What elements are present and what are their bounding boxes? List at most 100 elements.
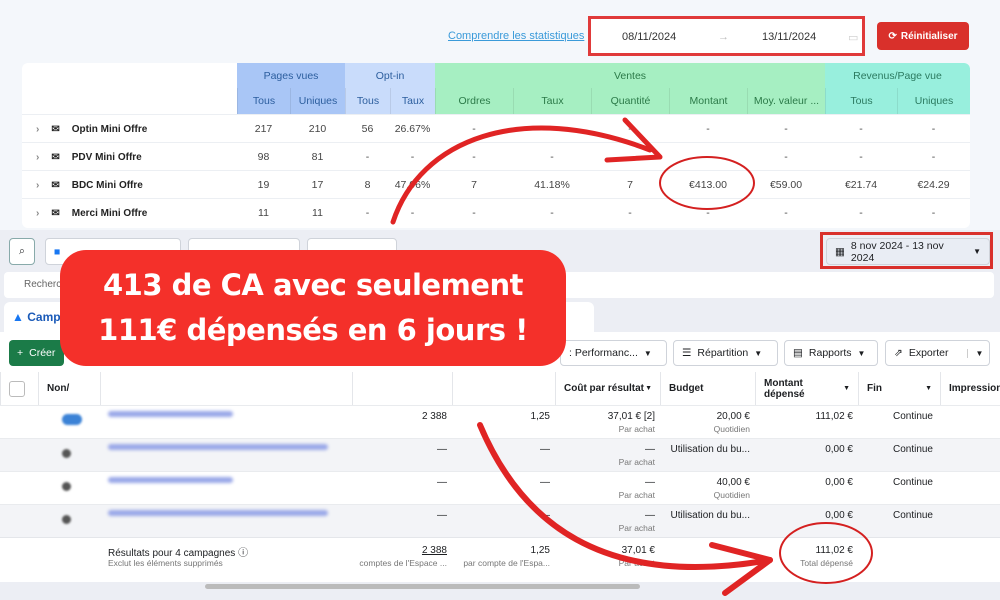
- c2: 1,25: [530, 411, 550, 422]
- cell: -: [628, 123, 632, 135]
- col-cost[interactable]: Coût par résultat ▼: [555, 372, 660, 405]
- col-results[interactable]: [352, 372, 452, 405]
- col-onoff[interactable]: Non/: [38, 372, 100, 405]
- end: Continue: [892, 444, 933, 455]
- funnel-row[interactable]: › ✉ PDV Mini Offre 98 81 - - - - - - - - -: [22, 142, 970, 170]
- create-button[interactable]: + Créer: [9, 340, 64, 366]
- campaign-name-blurred[interactable]: [108, 510, 328, 516]
- col-impressions[interactable]: Impression: [940, 372, 1000, 405]
- toggle[interactable]: [62, 515, 71, 524]
- cell: 210: [308, 123, 327, 135]
- total-c2-sub: par compte de l'Espa...: [463, 558, 550, 568]
- subheader[interactable]: Taux: [513, 88, 591, 114]
- results: —: [437, 444, 447, 455]
- cell: -: [784, 207, 788, 219]
- spent: 0,00 €: [825, 510, 853, 521]
- col-2[interactable]: [452, 372, 555, 405]
- cost: 37,01 € [2]: [607, 411, 655, 422]
- performance-dropdown[interactable]: : Performanc... ▼: [560, 340, 667, 366]
- cell: 19: [257, 179, 270, 191]
- c2: —: [540, 510, 550, 521]
- row-name: BDC Mini Offre: [71, 179, 143, 191]
- campaign-name-blurred[interactable]: [108, 444, 328, 450]
- chevron-right-icon[interactable]: ›: [36, 151, 40, 163]
- cost-sub: Par achat: [618, 523, 655, 533]
- budget: 20,00 €: [716, 411, 750, 422]
- reports-dropdown[interactable]: ▤ Rapports ▼: [784, 340, 878, 366]
- subheader[interactable]: Tous: [345, 88, 390, 114]
- chevron-right-icon[interactable]: ›: [36, 179, 40, 191]
- campaign-row[interactable]: — — — Par achat Utilisation du bu... 0,00…: [0, 438, 1000, 471]
- breakdown-dropdown[interactable]: ☰ Répartition ▼: [673, 340, 778, 366]
- toggle[interactable]: [62, 449, 71, 458]
- cost: —: [645, 510, 655, 521]
- chevron-right-icon[interactable]: ›: [36, 123, 40, 135]
- subheader[interactable]: Uniques: [290, 88, 345, 114]
- cost-sub: Par achat: [618, 424, 655, 434]
- reset-button[interactable]: ⟳ Réinitialiser: [877, 22, 969, 50]
- email-icon: ✉: [51, 123, 60, 135]
- select-all-checkbox[interactable]: [0, 372, 38, 405]
- col-budget[interactable]: Budget: [660, 372, 755, 405]
- cell: -: [628, 207, 632, 219]
- group-revenus: Revenus/Page vue: [825, 63, 970, 88]
- refresh-icon: ⟳: [888, 30, 897, 42]
- end-header: Fin: [867, 383, 882, 394]
- total-spent: 111,02 €: [815, 545, 853, 556]
- group-opt-in: Opt-in: [345, 63, 435, 88]
- total-cost: 37,01 €: [621, 545, 655, 556]
- subheader[interactable]: Tous: [237, 88, 290, 114]
- campaign-row[interactable]: — — — Par achat Utilisation du bu... 0,00…: [0, 504, 1000, 537]
- subheader[interactable]: Tous: [825, 88, 897, 114]
- cell: -: [706, 123, 710, 135]
- cell: 11: [258, 207, 269, 219]
- subheader[interactable]: Ordres: [435, 88, 513, 114]
- highlight-box: [820, 232, 993, 269]
- funnel-row[interactable]: › ✉ Optin Mini Offre 217 210 56 26.67% - - - - - - -: [22, 114, 970, 142]
- create-label: Créer: [29, 347, 56, 359]
- subheader[interactable]: Moy. valeur ...: [747, 88, 825, 114]
- caret-down-icon: ▼: [643, 348, 652, 358]
- caret-down-icon: ▼: [973, 247, 981, 256]
- subheader[interactable]: Uniques: [897, 88, 970, 114]
- funnel-stats-table: Pages vues Opt-in Ventes Revenus/Page vu…: [22, 63, 970, 228]
- caret-down-icon[interactable]: ▼: [966, 348, 983, 358]
- funnel-row[interactable]: › ✉ BDC Mini Offre 19 17 8 47.06% 7 41.18% 7 €413.…: [22, 170, 970, 198]
- cell: -: [472, 151, 476, 163]
- understand-stats-link[interactable]: Comprendre les statistiques: [448, 30, 585, 42]
- results: —: [437, 510, 447, 521]
- cell: 7: [627, 179, 633, 191]
- cell: -: [931, 151, 936, 163]
- campaign-row[interactable]: 2 388 1,25 37,01 € [2] Par achat 20,00 € Q…: [0, 405, 1000, 438]
- funnel-row[interactable]: › ✉ Merci Mini Offre 11 11 - - - - - - - - -: [22, 198, 970, 226]
- date-range-picker[interactable]: ▦ 8 nov 2024 - 13 nov 2024 ▼: [826, 238, 990, 265]
- campaign-name-blurred[interactable]: [108, 477, 233, 483]
- date-start: 08/11/2024: [622, 31, 677, 43]
- date-range-input[interactable]: 08/11/2024 → 13/11/2024 ▭: [588, 16, 865, 56]
- date-range-label: 8 nov 2024 - 13 nov 2024: [850, 239, 944, 264]
- subheader[interactable]: Taux: [390, 88, 435, 114]
- cell: -: [472, 207, 476, 219]
- horizontal-scrollbar[interactable]: [205, 584, 640, 589]
- search-button[interactable]: ⌕: [9, 238, 35, 265]
- campaign-row[interactable]: — — — Par achat 40,00 € Quotidien 0,00 € C…: [0, 471, 1000, 504]
- reset-label: Réinitialiser: [900, 30, 958, 42]
- results: 2 388: [421, 411, 447, 422]
- toggle[interactable]: [62, 482, 71, 491]
- subheader[interactable]: Quantité: [591, 88, 669, 114]
- c2: —: [540, 477, 550, 488]
- budget: Utilisation du bu...: [670, 510, 751, 521]
- cost: —: [645, 477, 655, 488]
- chevron-right-icon[interactable]: ›: [36, 207, 40, 219]
- toggle[interactable]: [62, 414, 82, 425]
- tab-label: Camp: [27, 310, 61, 324]
- subheader[interactable]: Montant: [669, 88, 747, 114]
- reports-label: Rapports: [808, 347, 852, 359]
- col-name[interactable]: [100, 372, 352, 405]
- col-end[interactable]: Fin ▼: [858, 372, 940, 405]
- col-spent[interactable]: Montant dépensé ▼: [755, 372, 858, 405]
- campaign-name-blurred[interactable]: [108, 411, 233, 417]
- export-button[interactable]: ⇗ Exporter ▼: [885, 340, 990, 366]
- cell: €24.29: [917, 179, 950, 191]
- calendar-icon: ▦: [835, 245, 845, 258]
